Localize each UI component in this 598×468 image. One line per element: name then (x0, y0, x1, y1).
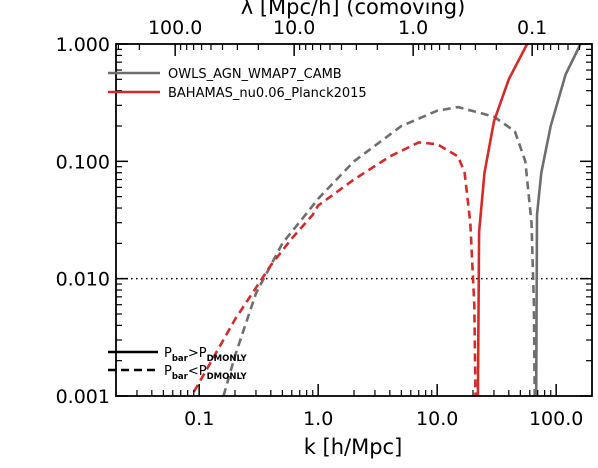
linestyle-dashed-label: Pbar<PDMONLY (164, 364, 248, 382)
legend-label-bahamas: BAHAMAS_nu0.06_Planck2015 (168, 86, 367, 101)
series-0-solid-line (534, 44, 582, 396)
y-tick-label: 0.001 (56, 386, 110, 408)
x-tick-label: 1.0 (303, 408, 333, 430)
top-tick-label: 100.0 (148, 17, 202, 39)
y-tick-label: 0.010 (56, 269, 110, 291)
legend-label-owls: OWLS_AGN_WMAP7_CAMB (168, 67, 342, 82)
series-1-solid-line (476, 44, 529, 396)
x-axis-title: k [h/Mpc] (304, 435, 403, 459)
linestyle-legend: Pbar>PDMONLY Pbar<PDMONLY (108, 346, 248, 382)
linestyle-solid-label: Pbar>PDMONLY (164, 346, 248, 364)
top-tick-label: 0.1 (517, 17, 547, 39)
series-1-dashed-line (189, 141, 477, 396)
y-tick-label: 0.100 (56, 151, 110, 173)
x-tick-label: 10.0 (416, 408, 458, 430)
x-tick-label: 0.1 (184, 408, 214, 430)
top-tick-label: 10.0 (273, 17, 315, 39)
top-tick-label: 1.0 (398, 17, 428, 39)
top-axis-title: λ [Mpc/h] (comoving) (241, 0, 466, 19)
legend: OWLS_AGN_WMAP7_CAMB BAHAMAS_nu0.06_Planc… (108, 67, 367, 101)
x-tick-label: 100.0 (529, 408, 583, 430)
y-tick-label: 1.000 (56, 34, 110, 56)
